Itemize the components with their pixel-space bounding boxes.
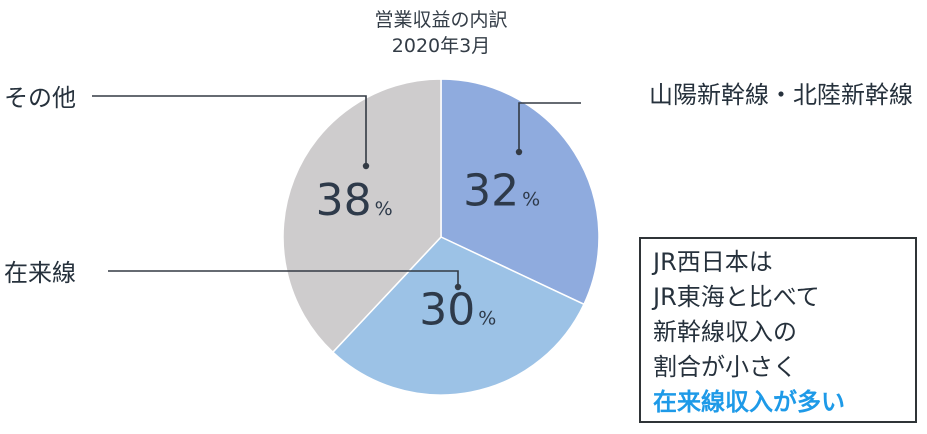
slice-value-label: 30% bbox=[419, 285, 496, 336]
slice-category-label: 在来線 bbox=[4, 259, 76, 287]
slice-value-label: 38% bbox=[316, 175, 393, 226]
slice-value-number: 30 bbox=[419, 285, 475, 336]
leader-dot bbox=[362, 162, 370, 170]
pie-slice bbox=[282, 78, 442, 354]
callout-highlight: 在来線収入が多い bbox=[653, 388, 845, 416]
pie-labels: 32 % 山陽新幹線・北陸新幹線 30 % 在来線 38 % その他 bbox=[4, 81, 913, 336]
chart-title-line-1: 営業収益の内訳 bbox=[374, 9, 507, 31]
leader-dot bbox=[515, 148, 523, 156]
pie-slice bbox=[331, 236, 585, 396]
leader-line bbox=[108, 270, 459, 287]
callout-line: 新幹線収入の bbox=[653, 318, 797, 346]
leader-dot bbox=[454, 283, 462, 291]
slice-value-unit: % bbox=[478, 308, 496, 330]
leader-line bbox=[92, 95, 367, 166]
slice-value-label: 32% bbox=[463, 166, 540, 217]
slice-value-unit: % bbox=[522, 189, 540, 211]
callout-line: 割合が小さく bbox=[653, 353, 797, 381]
pie-slices bbox=[282, 78, 600, 396]
callout-line: JR東海と比べて bbox=[653, 283, 820, 311]
callout-box: JR西日本は JR東海と比べて 新幹線収入の 割合が小さく 在来線収入が多い bbox=[639, 237, 917, 423]
slice-category-label: 山陽新幹線・北陸新幹線 bbox=[649, 81, 913, 109]
leader-line bbox=[518, 102, 581, 152]
pie-slice bbox=[440, 78, 600, 306]
slice-value-unit: % bbox=[375, 198, 393, 220]
callout-line: JR西日本は bbox=[653, 248, 773, 276]
chart-title-line-2: 2020年3月 bbox=[392, 35, 490, 57]
slice-value-number: 38 bbox=[316, 175, 372, 226]
slice-value-number: 32 bbox=[463, 166, 519, 217]
slice-category-label: その他 bbox=[4, 84, 76, 112]
